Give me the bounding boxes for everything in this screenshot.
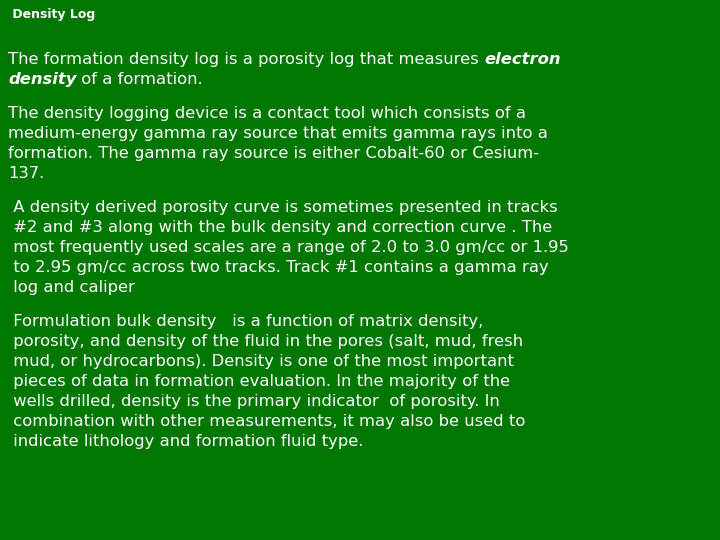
Text: of a formation.: of a formation. [76, 72, 203, 87]
Text: Formulation bulk density   is a function of matrix density,: Formulation bulk density is a function o… [8, 314, 483, 329]
Text: A density derived porosity curve is sometimes presented in tracks: A density derived porosity curve is some… [8, 200, 558, 215]
Text: #2 and #3 along with the bulk density and correction curve . The: #2 and #3 along with the bulk density an… [8, 220, 552, 235]
Text: 137.: 137. [8, 166, 44, 181]
Text: The density logging device is a contact tool which consists of a: The density logging device is a contact … [8, 106, 526, 121]
Text: electron: electron [484, 52, 560, 67]
Text: most frequently used scales are a range of 2.0 to 3.0 gm/cc or 1.95: most frequently used scales are a range … [8, 240, 569, 255]
Text: The formation density log is a porosity log that measures: The formation density log is a porosity … [8, 52, 484, 67]
Text: wells drilled, density is the primary indicator  of porosity. In: wells drilled, density is the primary in… [8, 394, 500, 409]
Text: medium-energy gamma ray source that emits gamma rays into a: medium-energy gamma ray source that emit… [8, 126, 548, 141]
Text: porosity, and density of the fluid in the pores (salt, mud, fresh: porosity, and density of the fluid in th… [8, 334, 523, 349]
Text: indicate lithology and formation fluid type.: indicate lithology and formation fluid t… [8, 434, 364, 449]
Text: log and caliper: log and caliper [8, 280, 135, 295]
Text: density: density [8, 72, 76, 87]
Text: Density Log: Density Log [8, 8, 95, 21]
Text: to 2.95 gm/cc across two tracks. Track #1 contains a gamma ray: to 2.95 gm/cc across two tracks. Track #… [8, 260, 549, 275]
Text: pieces of data in formation evaluation. In the majority of the: pieces of data in formation evaluation. … [8, 374, 510, 389]
Text: combination with other measurements, it may also be used to: combination with other measurements, it … [8, 414, 526, 429]
Text: mud, or hydrocarbons). Density is one of the most important: mud, or hydrocarbons). Density is one of… [8, 354, 514, 369]
Text: formation. The gamma ray source is either Cobalt-60 or Cesium-: formation. The gamma ray source is eithe… [8, 146, 539, 161]
